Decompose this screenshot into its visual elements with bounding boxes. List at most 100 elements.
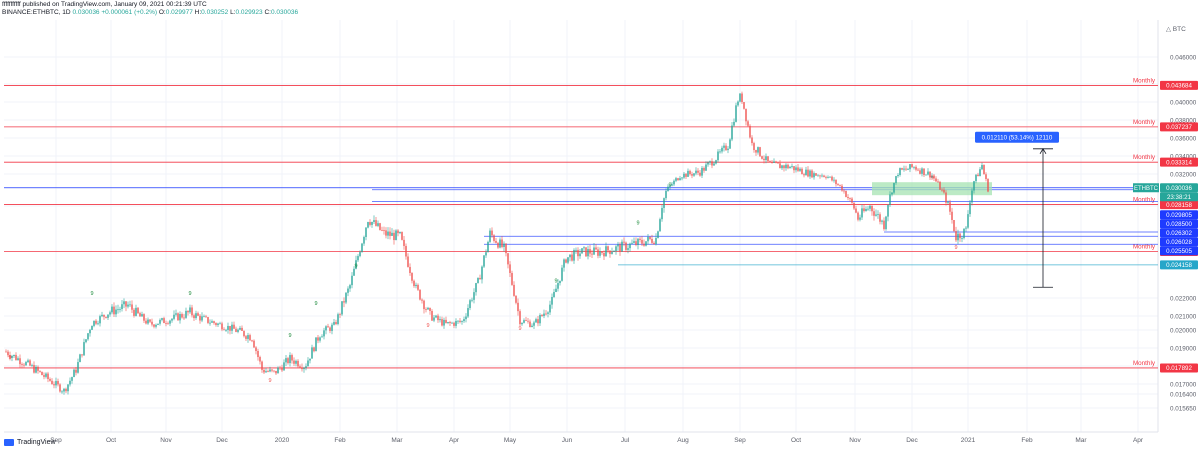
candle — [843, 188, 845, 194]
candle — [69, 377, 71, 387]
candle — [537, 315, 539, 327]
candle — [891, 192, 893, 197]
candle — [553, 288, 555, 298]
candle-body — [383, 230, 385, 231]
candle-body — [141, 314, 143, 317]
candle-body — [355, 260, 357, 269]
candle — [173, 310, 175, 321]
candle — [781, 164, 783, 170]
candle — [409, 263, 411, 276]
candle — [777, 162, 779, 164]
candle-body — [809, 170, 811, 177]
candle — [707, 161, 709, 167]
candles — [5, 91, 989, 395]
candle — [703, 166, 705, 173]
candle-body — [101, 314, 103, 317]
candle — [679, 175, 681, 181]
candle — [365, 227, 367, 241]
candle — [357, 254, 359, 262]
candle-body — [583, 247, 585, 249]
level-price-tag — [1160, 228, 1198, 238]
y-tick-label: 0.019000 — [1170, 346, 1197, 353]
candle-body — [949, 202, 951, 212]
candle-body — [237, 329, 239, 332]
low-label: L: — [230, 9, 236, 16]
candle — [745, 108, 747, 126]
candle-body — [883, 220, 885, 230]
candle — [539, 313, 541, 326]
candle — [419, 289, 421, 301]
candle — [573, 248, 575, 264]
candle — [983, 164, 985, 175]
candle-body — [649, 236, 651, 239]
candle-body — [425, 309, 427, 310]
candle — [33, 361, 35, 374]
candle-body — [691, 174, 693, 176]
candle — [179, 311, 181, 324]
candle — [285, 354, 287, 367]
candle-body — [843, 190, 845, 192]
candle — [939, 180, 941, 190]
monthly-level-label: Monthly — [1133, 243, 1156, 250]
candle — [501, 236, 503, 249]
candle — [741, 91, 743, 104]
candle — [927, 168, 929, 176]
candle — [757, 146, 759, 155]
candle-body — [835, 179, 837, 185]
candle — [761, 155, 763, 160]
candle-body — [981, 165, 983, 170]
candle — [333, 318, 335, 326]
candle-body — [33, 364, 35, 373]
candle-body — [437, 315, 439, 321]
candle — [871, 205, 873, 216]
candle — [875, 209, 877, 217]
candle — [727, 146, 729, 154]
candle — [497, 241, 499, 249]
candle — [525, 316, 527, 322]
candle-body — [215, 323, 217, 325]
candle-body — [431, 310, 433, 321]
x-tick-label: Nov — [160, 437, 172, 444]
candle — [233, 321, 235, 329]
candle-body — [777, 162, 779, 164]
candle — [425, 307, 427, 313]
candle — [817, 174, 819, 177]
candle-body — [783, 165, 785, 169]
candle-body — [505, 243, 507, 254]
candle-body — [107, 314, 109, 318]
candle — [249, 333, 251, 341]
candle — [297, 359, 299, 368]
candle-body — [529, 321, 531, 327]
candle — [429, 307, 431, 315]
candle-body — [235, 328, 237, 332]
candle-body — [929, 171, 931, 178]
open-value: 0.029977 — [165, 9, 193, 16]
candle-body — [711, 161, 713, 166]
candle-body — [539, 314, 541, 324]
high-label: H: — [194, 9, 202, 16]
candle-body — [67, 384, 69, 392]
candle — [111, 304, 113, 315]
candle — [649, 236, 651, 241]
candle-body — [619, 244, 621, 252]
candle — [889, 191, 891, 207]
candle — [879, 212, 881, 225]
candle — [329, 326, 331, 334]
candle-body — [131, 304, 133, 310]
candle-body — [57, 381, 59, 385]
candle-body — [183, 317, 185, 319]
candle-body — [973, 181, 975, 191]
close-value: 0.030036 — [270, 9, 299, 16]
candle-body — [921, 168, 923, 174]
candle — [919, 168, 921, 175]
candle-body — [621, 241, 623, 252]
candle-body — [315, 337, 317, 352]
candle-body — [211, 321, 213, 323]
candle — [491, 227, 493, 238]
candle — [523, 318, 525, 324]
candle-body — [821, 175, 823, 177]
candle-body — [159, 319, 161, 324]
candle-body — [407, 256, 409, 267]
candle — [619, 242, 621, 256]
